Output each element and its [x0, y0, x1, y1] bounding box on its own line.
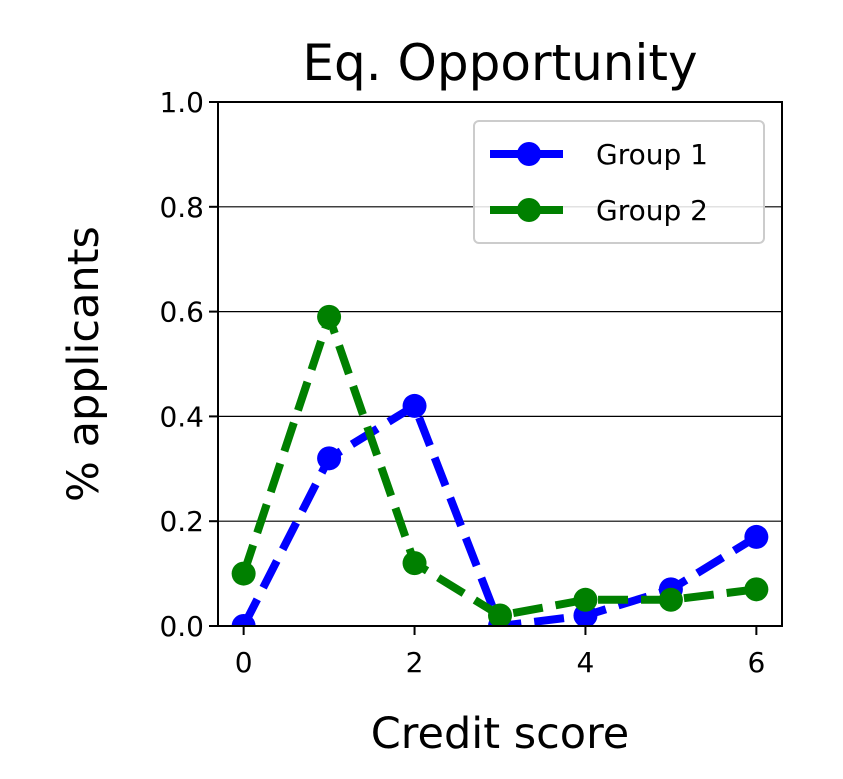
- x-tick-label-2: 4: [577, 646, 595, 679]
- plot-frame: [217, 101, 783, 627]
- grid-lines: [218, 206, 782, 522]
- legend-label-1: Group 1: [596, 138, 708, 171]
- series-2-point-0: [231, 561, 256, 586]
- x-tick-label-3: 6: [747, 646, 765, 679]
- y-axis-label: % applicants: [59, 226, 109, 502]
- series-2-point-3: [488, 603, 512, 626]
- series-2: [231, 304, 769, 626]
- series-2-point-6: [744, 577, 769, 602]
- x-tick-label-1: 2: [406, 646, 424, 679]
- axis-ticks: 0.0 0.2 0.4 0.6 0.8 1.0 0 2 4 6: [159, 86, 765, 679]
- chart-title: Eq. Opportunity: [302, 34, 697, 92]
- series-1-point-1: [317, 446, 342, 471]
- y-tick-label-1: 0.2: [159, 505, 204, 538]
- legend-swatch-marker-1: [517, 142, 541, 166]
- y-tick-label-5: 1.0: [159, 86, 204, 119]
- series-1-point-0: [231, 614, 256, 626]
- series-2-point-1: [317, 304, 342, 329]
- legend-item-2: Group 2: [490, 194, 708, 227]
- x-tick-label-0: 0: [235, 646, 253, 679]
- y-tick-label-3: 0.6: [159, 296, 204, 329]
- y-tick-label-0: 0.0: [159, 610, 204, 643]
- legend-item-1: Group 1: [490, 138, 708, 171]
- series-2-point-2: [402, 551, 427, 576]
- series-2-point-5: [658, 587, 683, 612]
- legend: Group 1 Group 2: [473, 120, 765, 244]
- series-1-point-6: [744, 524, 769, 549]
- series-2-point-4: [573, 587, 598, 612]
- x-axis-label: Credit score: [371, 709, 630, 759]
- series-1-point-2: [402, 393, 427, 418]
- legend-label-2: Group 2: [596, 194, 708, 227]
- legend-swatch-marker-2: [517, 198, 541, 222]
- series-layer: [231, 304, 769, 626]
- y-tick-label-2: 0.4: [159, 400, 204, 433]
- y-tick-label-4: 0.8: [159, 191, 204, 224]
